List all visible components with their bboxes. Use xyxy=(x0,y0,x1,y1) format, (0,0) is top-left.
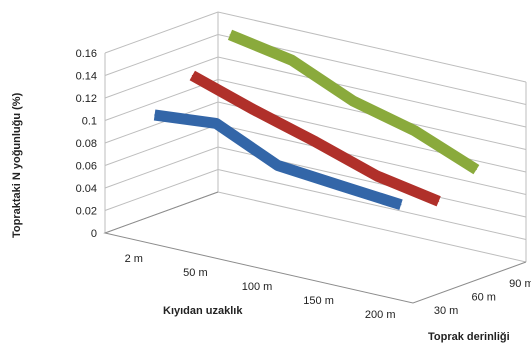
data-point xyxy=(215,122,217,124)
data-point xyxy=(376,175,378,177)
x-tick-label: 50 m xyxy=(183,267,207,279)
y-tick-label: 0.02 xyxy=(76,206,97,218)
data-point xyxy=(338,184,340,186)
x-tick-label: 150 m xyxy=(303,295,334,307)
depth-tick-label: 90 m xyxy=(509,278,531,290)
data-point xyxy=(191,75,193,76)
series-line xyxy=(227,29,480,175)
x-axis-title: Kıyıdan uzaklık xyxy=(163,305,243,317)
x-tick-label: 2 m xyxy=(125,253,143,265)
data-point xyxy=(315,141,316,143)
y-tick-label: 0.1 xyxy=(82,116,97,128)
y-tick-label: 0.14 xyxy=(76,71,97,83)
data-point xyxy=(253,109,255,111)
y-tick-label: 0.16 xyxy=(76,48,97,60)
data-point xyxy=(475,169,477,171)
data-point xyxy=(438,200,440,202)
y-tick-label: 0.06 xyxy=(76,161,97,173)
data-point xyxy=(400,204,402,206)
depth-tick-label: 60 m xyxy=(472,292,496,304)
y-tick-label: 0 xyxy=(91,228,97,240)
y-tick-label: 0.04 xyxy=(76,183,97,195)
data-point xyxy=(277,165,279,167)
floor-edge xyxy=(103,191,527,304)
x-tick-label: 200 m xyxy=(365,309,396,321)
x-tick-label: 100 m xyxy=(242,281,273,293)
chart-grid xyxy=(104,11,527,263)
chart-series-group xyxy=(153,29,480,211)
data-point xyxy=(414,130,416,132)
data-point xyxy=(352,100,354,102)
y-tick-label: 0.12 xyxy=(76,93,97,105)
chart-labels: 0 0.02 0.04 0.06 0.08 0.1 0.12 0.14 0.16 2 m 50 m 1… xyxy=(76,48,531,321)
y-axis-title: Topraktaki N yoğunluğu (%) xyxy=(11,92,23,238)
depth-tick-label: 30 m xyxy=(434,305,458,317)
chart-axes xyxy=(103,191,527,304)
depth-axis-title: Toprak derinliği xyxy=(428,331,510,343)
series-line xyxy=(153,109,403,211)
y-tick-label: 0.08 xyxy=(76,138,97,150)
data-point xyxy=(291,59,293,61)
data-point xyxy=(154,114,156,116)
data-point xyxy=(229,34,231,36)
